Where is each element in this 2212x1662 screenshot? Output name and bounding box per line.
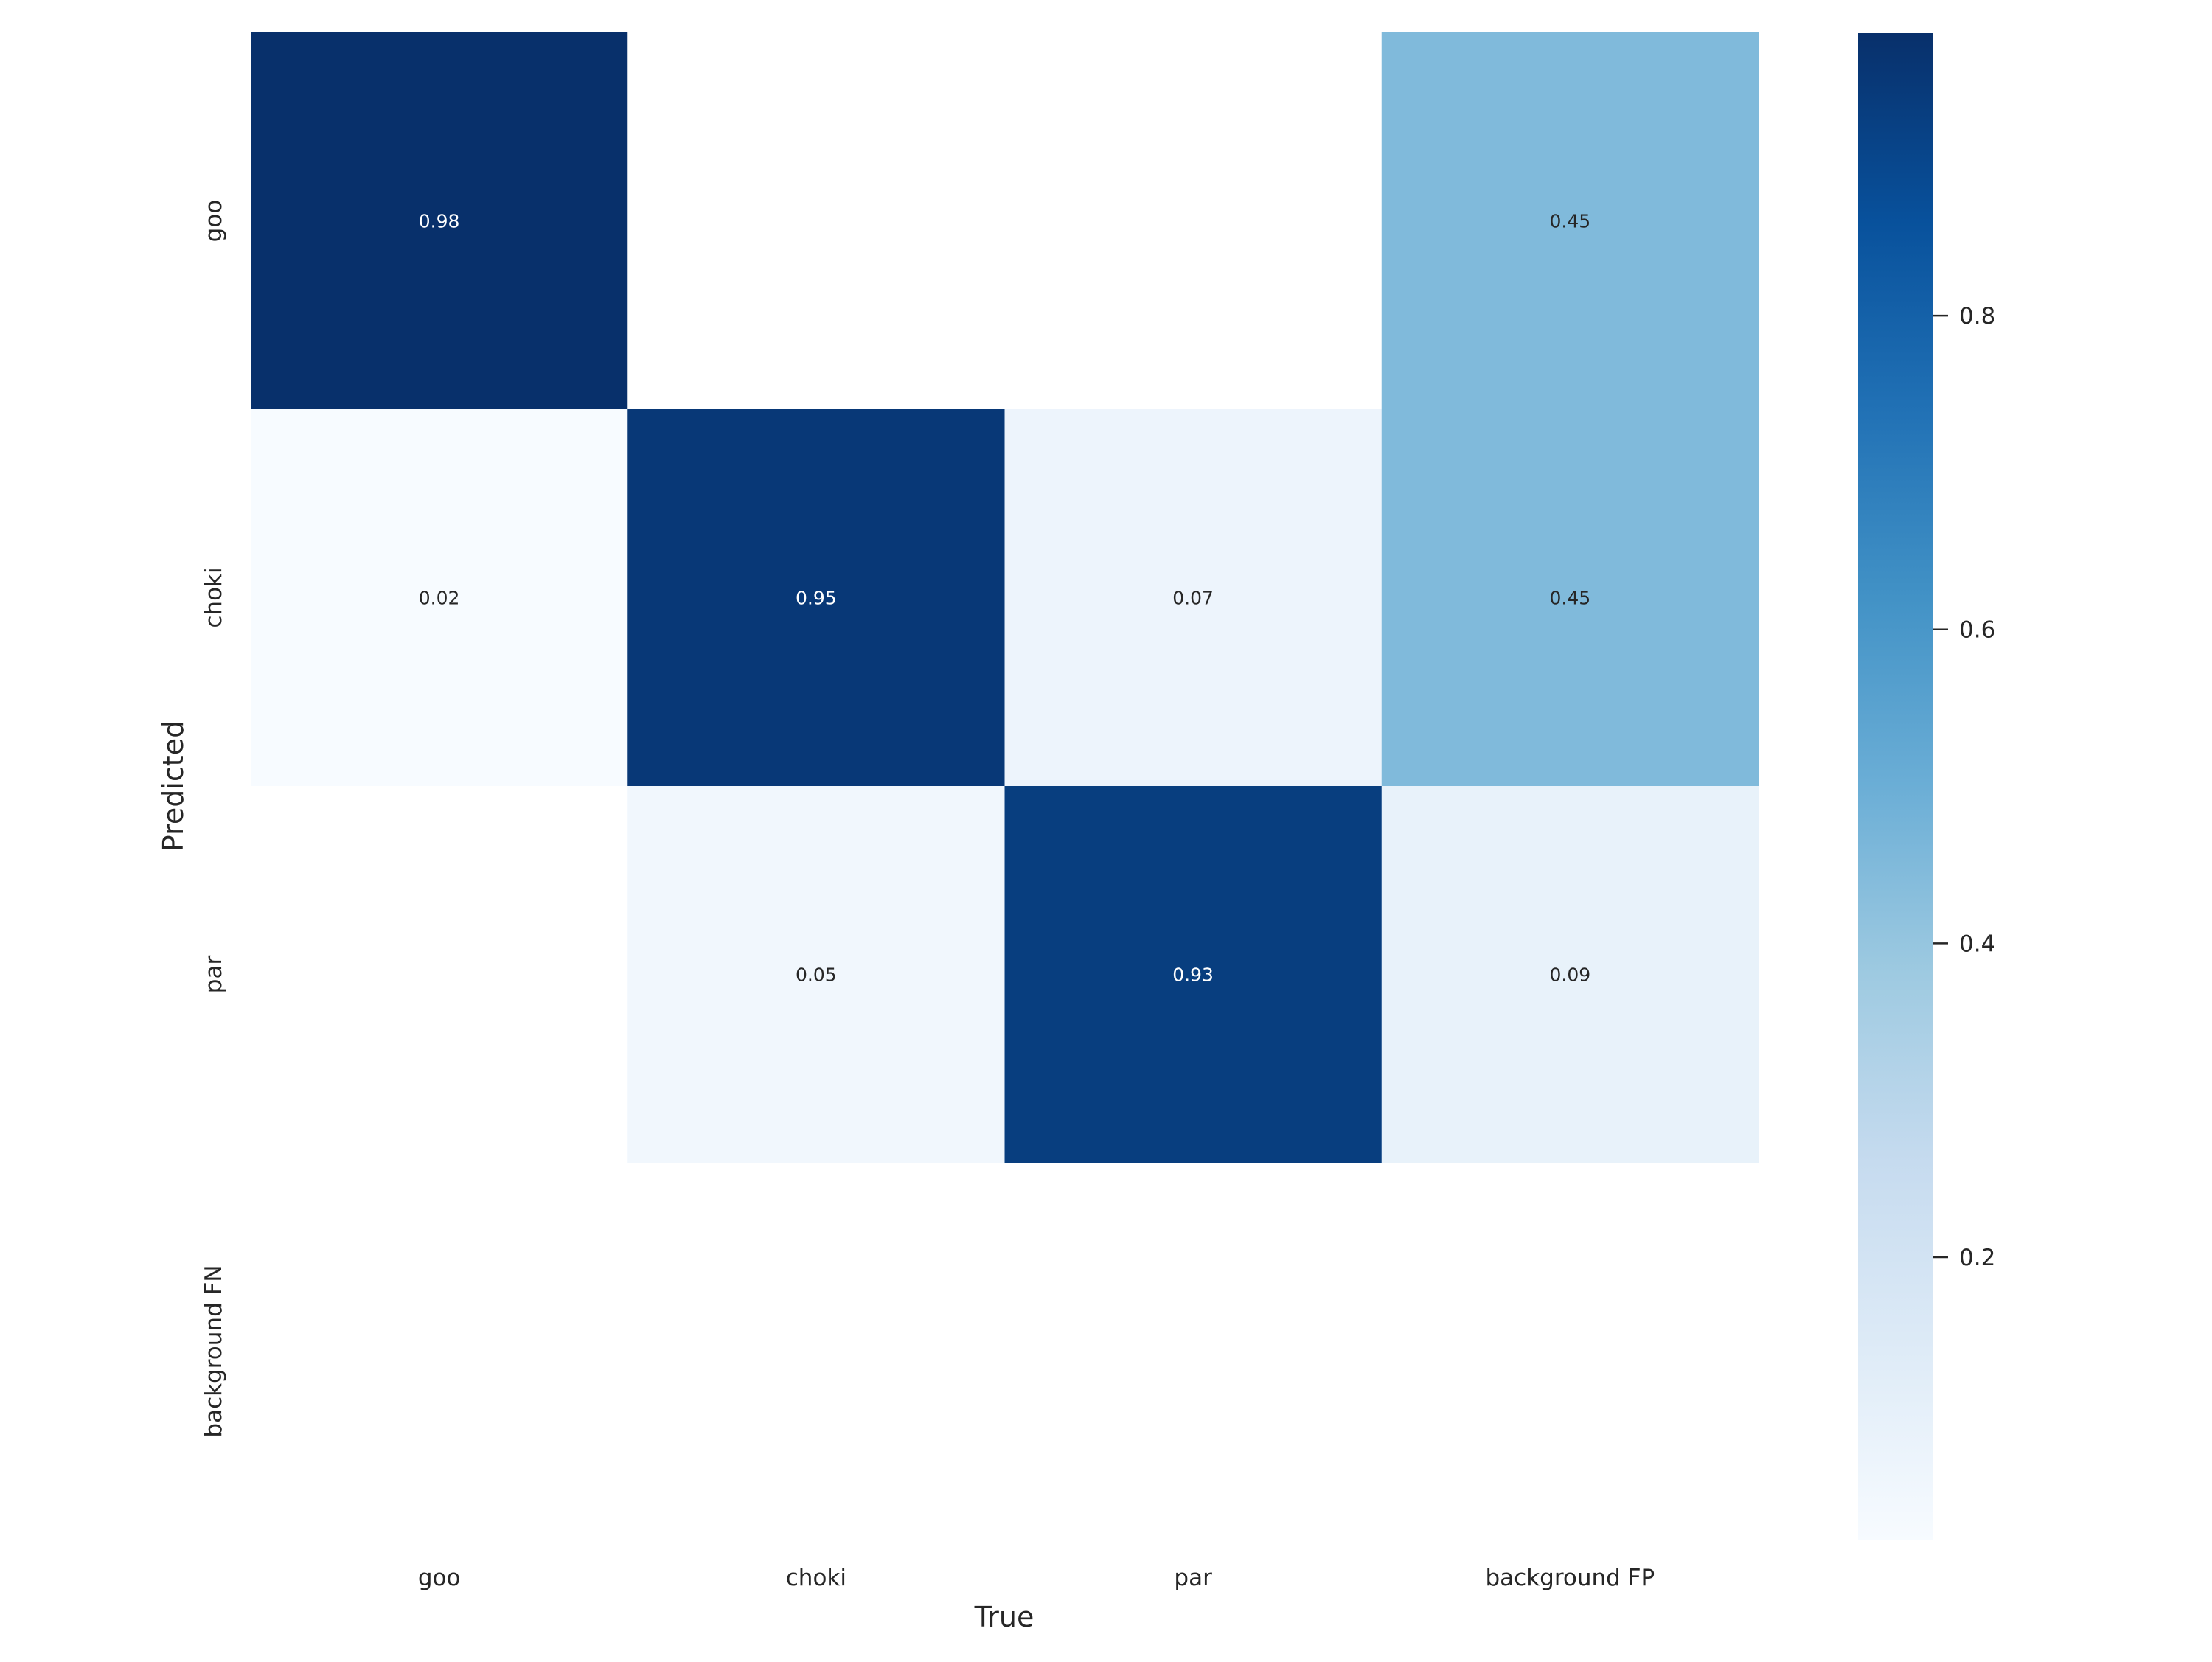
heatmap-cell — [1004, 786, 1382, 1164]
cell-annotation: 0.07 — [1172, 588, 1214, 609]
heatmap-cell — [1004, 1163, 1382, 1540]
cell-annotation: 0.45 — [1550, 588, 1591, 609]
x-tick-label: par — [1174, 1565, 1212, 1591]
heatmap-cell — [1381, 409, 1759, 787]
cell-annotation: 0.98 — [419, 211, 460, 232]
x-tick-label: goo — [418, 1565, 461, 1591]
colorbar-ticks: 0.2 0.4 0.6 0.8 — [1933, 303, 1995, 1271]
heatmap-cell — [627, 786, 1005, 1164]
cell-annotation: 0.02 — [419, 588, 460, 609]
colorbar-tick-label: 0.8 — [1959, 303, 1995, 330]
heatmap-cell — [1381, 32, 1759, 410]
y-tick-label: background FN — [201, 1265, 227, 1437]
x-tick-label: choki — [786, 1565, 846, 1591]
heatmap-cell — [1004, 409, 1382, 787]
heatmap-cell — [1004, 32, 1382, 410]
heatmap-cell — [251, 409, 628, 787]
y-tick-labels: goo choki par background FN — [201, 200, 227, 1438]
heatmap-cell — [251, 32, 628, 410]
heatmap-cell — [1381, 1163, 1759, 1540]
x-axis-label: True — [974, 1601, 1034, 1633]
colorbar — [1858, 33, 1933, 1540]
heatmap-cell — [251, 786, 628, 1164]
heatmap-cell — [627, 1163, 1005, 1540]
heatmap-cell — [1381, 786, 1759, 1164]
colorbar-tick-label: 0.6 — [1959, 617, 1995, 644]
cell-annotation: 0.05 — [796, 964, 837, 986]
cell-annotation: 0.95 — [796, 588, 837, 609]
y-tick-label: choki — [201, 567, 227, 627]
heatmap-cell — [627, 409, 1005, 787]
y-tick-label: par — [201, 956, 227, 994]
heatmap-cells: 0.98 0.45 0.02 0.95 0.07 0.45 0.05 0.93 0.09 — [251, 32, 1759, 1540]
y-tick-label: goo — [201, 200, 227, 243]
heatmap-cell — [251, 1163, 628, 1540]
cell-annotation: 0.09 — [1550, 964, 1591, 986]
colorbar-tick-label: 0.4 — [1959, 931, 1995, 957]
heatmap-cell — [627, 32, 1005, 410]
y-axis-label: Predicted — [157, 720, 189, 852]
cell-annotation: 0.93 — [1172, 964, 1214, 986]
x-tick-labels: goo choki par background FP — [418, 1565, 1655, 1591]
x-tick-label: background FP — [1486, 1565, 1655, 1591]
colorbar-tick-label: 0.2 — [1959, 1245, 1995, 1271]
cell-annotation: 0.45 — [1550, 211, 1591, 232]
